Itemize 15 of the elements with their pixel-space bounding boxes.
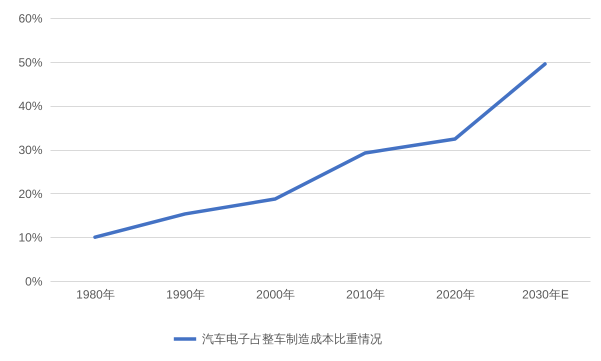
line-series [93,62,547,239]
y-tick-label: 10% [18,230,43,245]
legend-label: 汽车电子占整车制造成本比重情况 [202,332,382,346]
x-tick-label: 2000年 [256,288,295,302]
y-tick-label: 30% [18,143,43,157]
y-tick-label: 20% [18,186,43,201]
y-tick-label: 60% [18,12,43,26]
y-tick-label: 50% [18,55,43,70]
x-tick-label: 2010年 [346,288,385,302]
y-tick-label: 0% [25,274,43,288]
x-tick-label: 1990年 [166,288,205,302]
x-tick-label: 2030年E [522,288,569,302]
x-tick-label: 2020年 [436,288,475,302]
x-tick-label: 1980年 [76,288,115,302]
y-tick-label: 40% [18,99,43,114]
